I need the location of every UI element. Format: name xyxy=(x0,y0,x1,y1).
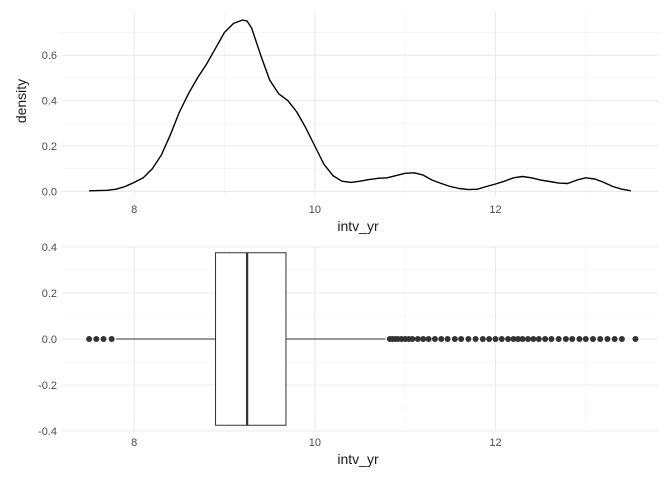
outlier-point xyxy=(479,336,486,342)
density-x-tick-label: 12 xyxy=(489,204,501,216)
outlier-point xyxy=(582,336,589,342)
outlier-point xyxy=(409,336,416,342)
iqr-box xyxy=(215,252,287,426)
density-panel: 8 10 12 0.0 0.2 0.4 0.6 intv_yr density xyxy=(13,12,658,234)
density-x-tick-label: 8 xyxy=(131,204,137,216)
outlier-point xyxy=(438,336,445,342)
outlier-point xyxy=(431,336,438,342)
outlier-point xyxy=(486,336,493,342)
density-curve xyxy=(89,19,632,192)
outlier-point xyxy=(555,336,562,342)
density-grid xyxy=(62,12,658,196)
outlier-point xyxy=(505,336,512,342)
outlier-point xyxy=(611,336,618,342)
outlier-point xyxy=(519,336,526,342)
density-axes: 8 10 12 0.0 0.2 0.4 0.6 xyxy=(42,50,502,216)
outlier-point xyxy=(515,336,522,342)
outlier-point xyxy=(458,336,465,342)
outlier-point xyxy=(604,336,611,342)
outlier-point xyxy=(535,336,542,342)
density-marks xyxy=(89,19,632,192)
outlier-point xyxy=(548,336,555,342)
outlier-point xyxy=(510,336,517,342)
boxplot-x-tick-label: 8 xyxy=(131,437,137,449)
outlier-point xyxy=(530,336,537,342)
boxplot-panel: 8 10 12 -0.4 -0.2 0.0 0.2 0.4 intv_yr xyxy=(38,242,658,467)
boxplot-y-tick-label: -0.4 xyxy=(38,426,57,438)
outlier-point xyxy=(425,336,432,342)
outlier-point xyxy=(465,336,472,342)
boxplot-y-tick-label: -0.2 xyxy=(38,380,57,392)
outlier-point xyxy=(86,336,93,342)
outlier-point xyxy=(414,336,421,342)
outlier-point xyxy=(420,336,427,342)
boxplot-y-tick-label: 0.4 xyxy=(42,242,57,254)
density-x-axis-title: intv_yr xyxy=(337,218,379,234)
outlier-point xyxy=(492,336,499,342)
boxplot-y-tick-label: 0.0 xyxy=(42,334,57,346)
density-y-tick-label: 0.4 xyxy=(42,96,57,108)
outlier-point xyxy=(589,336,596,342)
outlier-point xyxy=(562,336,569,342)
outlier-point xyxy=(597,336,604,342)
density-y-tick-label: 0.2 xyxy=(42,141,57,153)
outlier-point xyxy=(100,336,107,342)
density-y-axis-title: density xyxy=(13,79,29,123)
boxplot-x-tick-label: 12 xyxy=(489,437,501,449)
density-y-tick-label: 0.6 xyxy=(42,50,57,62)
density-y-tick-label: 0.0 xyxy=(42,186,57,198)
outlier-point xyxy=(524,336,531,342)
outlier-point xyxy=(569,336,576,342)
boxplot-x-axis-title: intv_yr xyxy=(337,451,379,467)
density-x-tick-label: 10 xyxy=(309,204,321,216)
outlier-point xyxy=(451,336,458,342)
boxplot-axes: 8 10 12 -0.4 -0.2 0.0 0.2 0.4 xyxy=(38,242,502,449)
boxplot-y-tick-label: 0.2 xyxy=(42,288,57,300)
outlier-point xyxy=(542,336,549,342)
outlier-point xyxy=(108,336,115,342)
outlier-point xyxy=(576,336,583,342)
outlier-point xyxy=(93,336,100,342)
outlier-point xyxy=(472,336,479,342)
outlier-point xyxy=(618,336,625,342)
outlier-point xyxy=(632,336,639,342)
outlier-point xyxy=(498,336,505,342)
outlier-point xyxy=(444,336,451,342)
boxplot-marks xyxy=(86,252,639,426)
boxplot-x-tick-label: 10 xyxy=(309,437,321,449)
